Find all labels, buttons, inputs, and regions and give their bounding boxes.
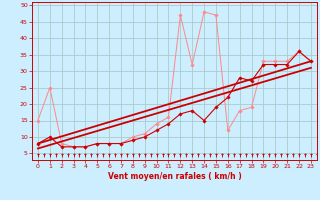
X-axis label: Vent moyen/en rafales ( km/h ): Vent moyen/en rafales ( km/h ) bbox=[108, 172, 241, 181]
